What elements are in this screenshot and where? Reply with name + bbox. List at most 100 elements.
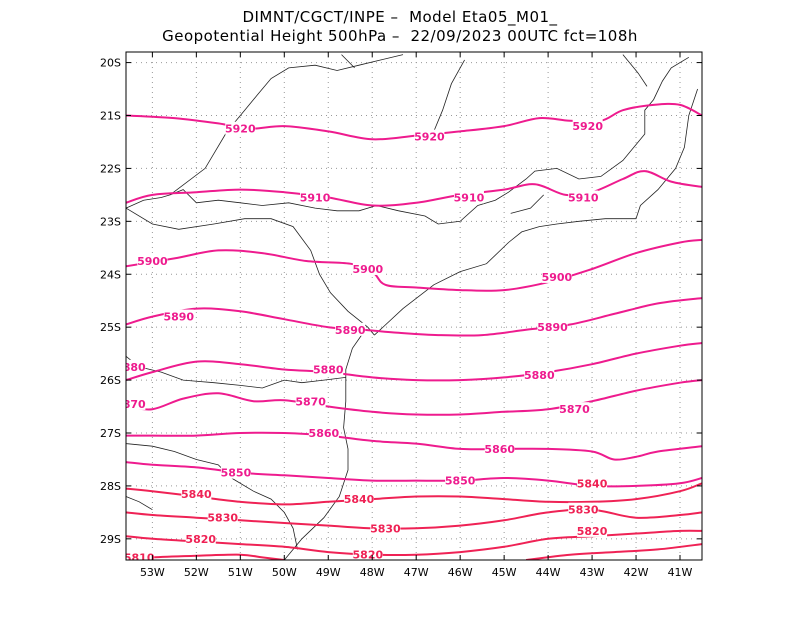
contour-label-5830: 5830	[568, 504, 599, 517]
contour-5860	[126, 431, 702, 461]
axis-ticks: 53W 52W 51W 50W 49W 48W 47W 46W 45W 44W 43W 42W 41W 2…	[100, 52, 702, 579]
contour-label-5840: 5840	[577, 477, 608, 490]
lat-tick-label: 28S	[100, 480, 121, 493]
contour-label-bg	[137, 254, 168, 268]
contour-label-bg	[453, 190, 484, 204]
border-line	[169, 56, 690, 225]
plot-background	[126, 52, 702, 560]
border-line	[374, 88, 698, 336]
lat-tick-label: 22S	[100, 162, 121, 175]
contour-5850	[126, 461, 702, 488]
map-title-line2: Geopotential Height 500hPa – 22/09/2023 …	[162, 27, 638, 45]
lat-tick-label: 25S	[100, 321, 121, 334]
contour-label-5830: 5830	[370, 522, 401, 535]
contour-labels: 5920 5920 5920 5910 5910 5910 5900 5900 5900 5890…	[126, 119, 608, 560]
lon-tick-label: 53W	[140, 566, 165, 579]
plot-frame	[125, 51, 703, 561]
contour-label-5870: 5870	[559, 403, 590, 416]
contour-label-5850: 5850	[221, 467, 252, 480]
lon-tick-label: 44W	[536, 566, 561, 579]
contour-label-5850: 5850	[445, 475, 476, 488]
map-title-line1: DIMNT/CGCT/INPE – Model Eta05_M01_	[242, 8, 558, 26]
contour-label-bg	[126, 359, 146, 373]
border-line	[433, 59, 465, 132]
contour-label-5840: 5840	[344, 493, 375, 506]
contour-5810	[525, 543, 702, 560]
contour-label-5820: 5820	[185, 533, 216, 546]
lon-tick-label: 50W	[272, 566, 297, 579]
contour-label-5900: 5900	[353, 263, 384, 276]
contour-label-bg	[370, 521, 401, 535]
lon-tick-label: 47W	[404, 566, 429, 579]
contour-label-bg	[344, 492, 375, 506]
contour-label-5900: 5900	[542, 271, 573, 284]
contour-label-5920: 5920	[414, 131, 445, 144]
contour-label-5890: 5890	[537, 321, 568, 334]
lat-tick-label: 27S	[100, 427, 121, 440]
contour-label-5920: 5920	[572, 120, 603, 133]
lat-tick-label: 21S	[100, 110, 121, 123]
lon-tick-label: 43W	[580, 566, 605, 579]
contour-label-bg	[524, 367, 555, 381]
lat-tick-label: 23S	[100, 215, 121, 228]
contour-label-bg	[537, 320, 568, 334]
lon-tick-label: 48W	[360, 566, 385, 579]
contour-label-5830: 5830	[207, 512, 238, 525]
geopotential-contours	[126, 102, 702, 560]
border-line	[341, 54, 355, 69]
contour-label-5880: 5880	[524, 369, 555, 382]
contour-label-bg	[335, 322, 366, 336]
contour-label-5820: 5820	[577, 525, 608, 538]
lon-tick-label: 42W	[624, 566, 649, 579]
contour-label-bg	[577, 476, 608, 490]
lon-tick-label: 49W	[316, 566, 341, 579]
contour-label-bg	[308, 426, 339, 439]
lon-tick-label: 51W	[228, 566, 253, 579]
contour-label-5920: 5920	[225, 123, 256, 136]
contour-label-5860: 5860	[484, 443, 515, 456]
contour-label-bg	[163, 309, 194, 323]
lon-tick-label: 46W	[448, 566, 473, 579]
contour-label-bg	[445, 473, 476, 487]
contour-label-bg	[295, 394, 326, 408]
contour-label-bg	[185, 531, 216, 545]
lat-tick-label: 24S	[100, 268, 121, 281]
contour-label-bg	[568, 190, 599, 204]
contour-label-5910: 5910	[300, 192, 331, 205]
contour-label-5840: 5840	[181, 488, 212, 501]
contour-label-5870: 5870	[295, 395, 326, 408]
contour-label-bg	[568, 502, 599, 516]
border-line	[126, 207, 375, 336]
contour-label-bg	[484, 441, 515, 455]
contour-label-bg	[126, 396, 146, 410]
contour-5900	[126, 238, 702, 292]
contour-5890	[126, 297, 702, 337]
lon-tick-label: 41W	[668, 566, 693, 579]
contour-label-bg	[541, 269, 572, 283]
border-line	[126, 355, 346, 389]
border-line	[126, 496, 153, 511]
contour-5870	[126, 379, 702, 416]
contour-label-5900: 5900	[137, 255, 168, 268]
contour-label-bg	[207, 510, 238, 524]
border-line	[169, 54, 404, 196]
lon-tick-label: 52W	[184, 566, 209, 579]
lat-tick-label: 20S	[100, 57, 121, 70]
contour-label-5910: 5910	[568, 192, 599, 205]
contour-label-bg	[352, 547, 383, 560]
contour-label-bg	[577, 523, 608, 537]
border-line	[622, 54, 648, 87]
contour-label-bg	[414, 129, 445, 143]
contour-label-5890: 5890	[163, 311, 194, 324]
contour-label-5860: 5860	[309, 427, 340, 440]
border-line	[510, 194, 544, 214]
border-line	[126, 194, 171, 209]
lat-tick-label: 29S	[100, 533, 121, 546]
contour-label-bg	[559, 402, 590, 416]
contour-label-5910: 5910	[454, 192, 485, 205]
contour-5880	[126, 342, 702, 382]
lat-tick-label: 26S	[100, 374, 121, 387]
contour-label-bg	[181, 486, 212, 500]
contour-label-5880: 5880	[313, 364, 344, 377]
